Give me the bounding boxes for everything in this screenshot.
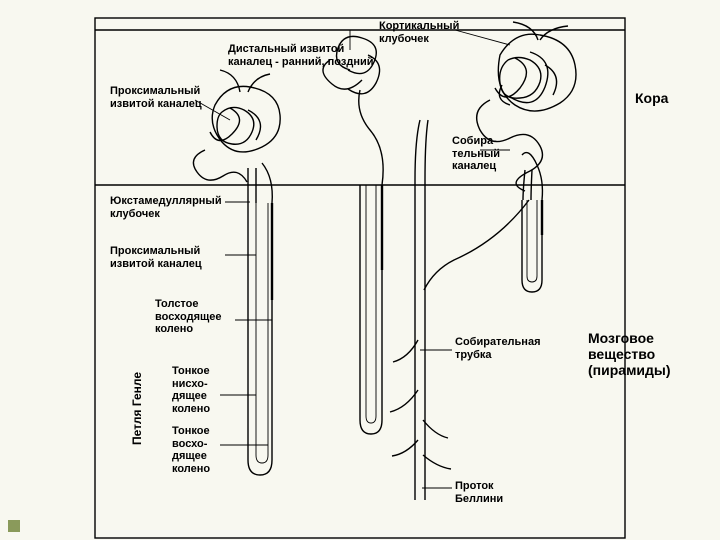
label-thin-ascending: Тонкое восхо- дящее колено xyxy=(172,425,210,476)
label-bellini: Проток Беллини xyxy=(455,480,503,505)
slide-corner-marker xyxy=(8,520,20,532)
label-cortical-glomerulus: Кортикальный клубочек xyxy=(379,20,459,45)
label-juxtamedullary: Юкстамедуллярный клубочек xyxy=(110,195,222,220)
label-proximal-mid: Проксимальный извитой каналец xyxy=(110,245,202,270)
label-distal-tubule: Дистальный извитой каналец - ранний, поз… xyxy=(228,43,373,68)
label-thin-descending: Тонкое нисхо- дящее колено xyxy=(172,365,210,416)
label-collecting-tubule: Собира- тельный каналец xyxy=(452,135,500,173)
nephron-diagram xyxy=(0,0,720,540)
label-medulla: Мозговое вещество (пирамиды) xyxy=(588,330,671,378)
label-proximal-top: Проксимальный извитой каналец xyxy=(110,85,202,110)
label-collecting-duct: Собирательная трубка xyxy=(455,336,541,361)
label-cortex: Кора xyxy=(635,90,668,106)
label-loop-of-henle: Петля Генле xyxy=(130,345,144,445)
label-thick-ascending: Толстое восходящее колено xyxy=(155,298,222,336)
